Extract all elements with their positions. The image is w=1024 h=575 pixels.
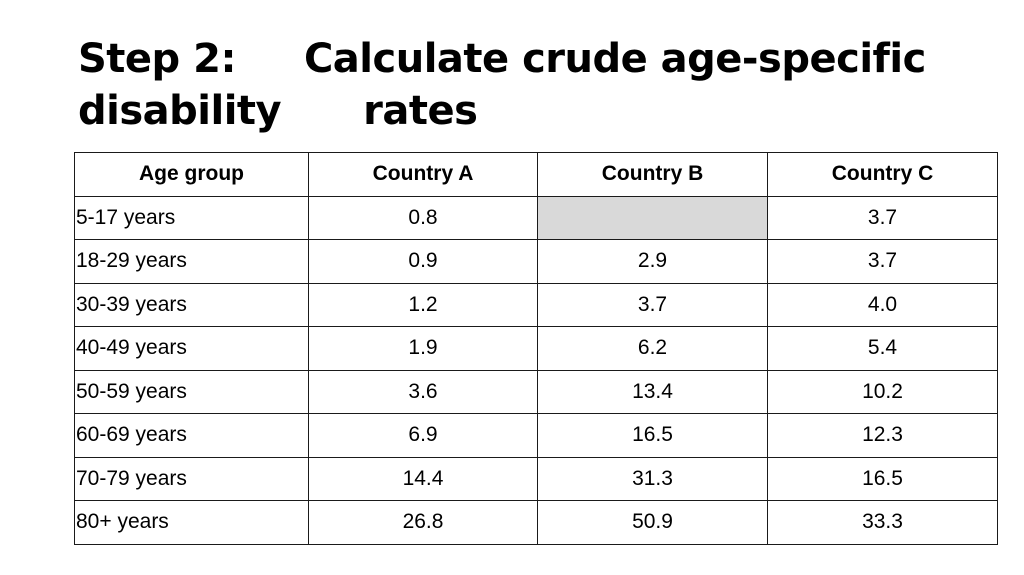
header-country-b: Country B [537, 152, 768, 197]
country-b-cell: 13.4 [537, 369, 768, 414]
country-a-cell: 26.8 [308, 500, 538, 545]
country-b-cell: 3.7 [537, 282, 768, 327]
country-b-cell: 16.5 [537, 413, 768, 458]
table-row: 70-79 years 14.4 31.3 16.5 [74, 456, 998, 501]
age-group-cell: 40-49 years [74, 326, 309, 371]
country-b-cell: 50.9 [537, 500, 768, 545]
slide-title: Step 2: Calculate crude age-specific disa… [78, 33, 926, 137]
country-a-cell: 1.9 [308, 326, 538, 371]
country-c-cell: 4.0 [767, 282, 998, 327]
header-country-a: Country A [308, 152, 538, 197]
table-header-row: Age group Country A Country B Country C [74, 152, 998, 197]
age-group-cell: 18-29 years [74, 239, 309, 284]
country-a-cell: 0.8 [308, 195, 538, 240]
country-c-cell: 12.3 [767, 413, 998, 458]
country-c-cell: 5.4 [767, 326, 998, 371]
country-c-cell: 3.7 [767, 239, 998, 284]
country-b-cell: 31.3 [537, 456, 768, 501]
country-b-cell: 2.9 [537, 239, 768, 284]
country-c-cell: 33.3 [767, 500, 998, 545]
country-c-cell: 16.5 [767, 456, 998, 501]
country-a-cell: 6.9 [308, 413, 538, 458]
country-a-cell: 1.2 [308, 282, 538, 327]
title-text-2: disability [78, 88, 282, 134]
title-line-2: disability rates [78, 85, 926, 137]
country-c-cell: 3.7 [767, 195, 998, 240]
title-step-label: Step 2: [78, 36, 236, 82]
age-group-cell: 5-17 years [74, 195, 309, 240]
age-group-cell: 50-59 years [74, 369, 309, 414]
table-row: 30-39 years 1.2 3.7 4.0 [74, 282, 998, 327]
country-a-cell: 14.4 [308, 456, 538, 501]
header-country-c: Country C [767, 152, 998, 197]
age-group-cell: 60-69 years [74, 413, 309, 458]
country-a-cell: 3.6 [308, 369, 538, 414]
title-line-1: Step 2: Calculate crude age-specific [78, 33, 926, 85]
age-group-cell: 70-79 years [74, 456, 309, 501]
header-age-group: Age group [74, 152, 309, 197]
country-a-cell: 0.9 [308, 239, 538, 284]
table-row: 60-69 years 6.9 16.5 12.3 [74, 413, 998, 458]
table-row: 50-59 years 3.6 13.4 10.2 [74, 369, 998, 414]
title-text-1: Calculate crude age-specific [303, 36, 926, 82]
age-group-cell: 80+ years [74, 500, 309, 545]
country-b-cell-empty [537, 195, 768, 240]
country-b-cell: 6.2 [537, 326, 768, 371]
disability-rates-table: Age group Country A Country B Country C … [74, 152, 998, 545]
table-row: 80+ years 26.8 50.9 33.3 [74, 500, 998, 545]
age-group-cell: 30-39 years [74, 282, 309, 327]
table-row: 40-49 years 1.9 6.2 5.4 [74, 326, 998, 371]
country-c-cell: 10.2 [767, 369, 998, 414]
table-row: 5-17 years 0.8 3.7 [74, 195, 998, 240]
table-row: 18-29 years 0.9 2.9 3.7 [74, 239, 998, 284]
title-text-3: rates [363, 88, 478, 134]
